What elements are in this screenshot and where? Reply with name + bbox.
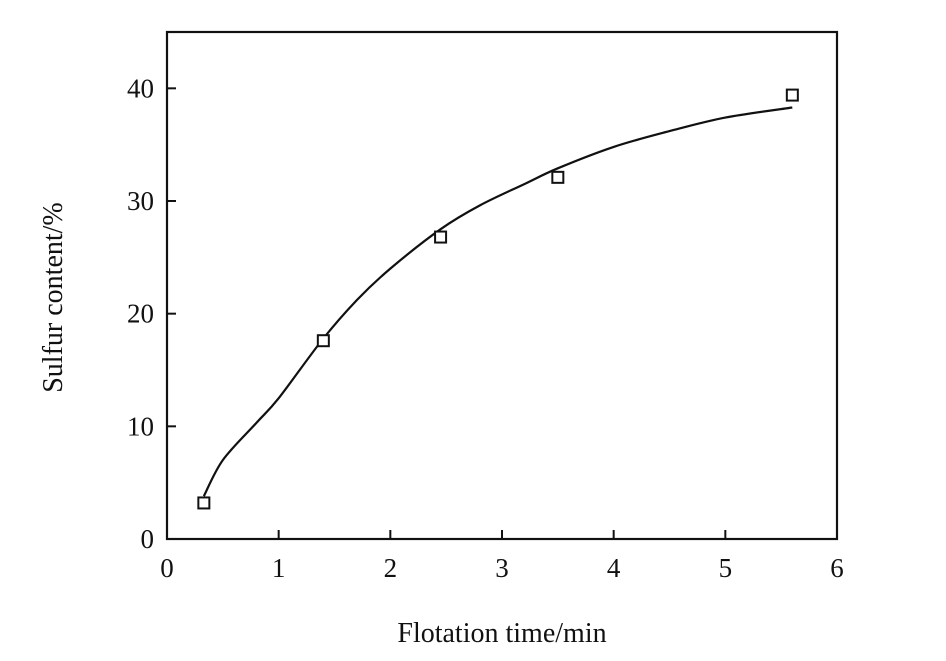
data-point: [197, 496, 211, 510]
x-tick-label: 0: [160, 553, 174, 583]
y-tick-label: 20: [127, 299, 154, 329]
fitted-curve: [202, 106, 793, 497]
plot-frame-group: [165, 30, 839, 541]
x-tick-label: 1: [272, 553, 286, 583]
plot-frame: [165, 30, 839, 541]
x-tick-label: 3: [495, 553, 509, 583]
fitted-curve-group: [202, 106, 793, 497]
data-point: [316, 334, 330, 348]
x-tick-label: 5: [719, 553, 733, 583]
data-point: [785, 88, 799, 102]
data-point: [434, 230, 448, 244]
x-tick-label: 6: [830, 553, 844, 583]
y-tick-label: 30: [127, 186, 154, 216]
data-point: [551, 170, 565, 184]
y-tick-label: 0: [141, 524, 155, 554]
x-tick-label: 2: [384, 553, 398, 583]
y-axis-label: Sulfur content/%: [38, 202, 69, 393]
x-axis-label: Flotation time/min: [397, 618, 606, 649]
ticks-group: 0 1 2 3 4 5 6 0 10 20 30 40: [127, 73, 844, 583]
data-points-group: [197, 88, 799, 510]
y-tick-label: 10: [127, 411, 154, 441]
x-tick-label: 4: [607, 553, 621, 583]
y-tick-label: 40: [127, 73, 154, 103]
